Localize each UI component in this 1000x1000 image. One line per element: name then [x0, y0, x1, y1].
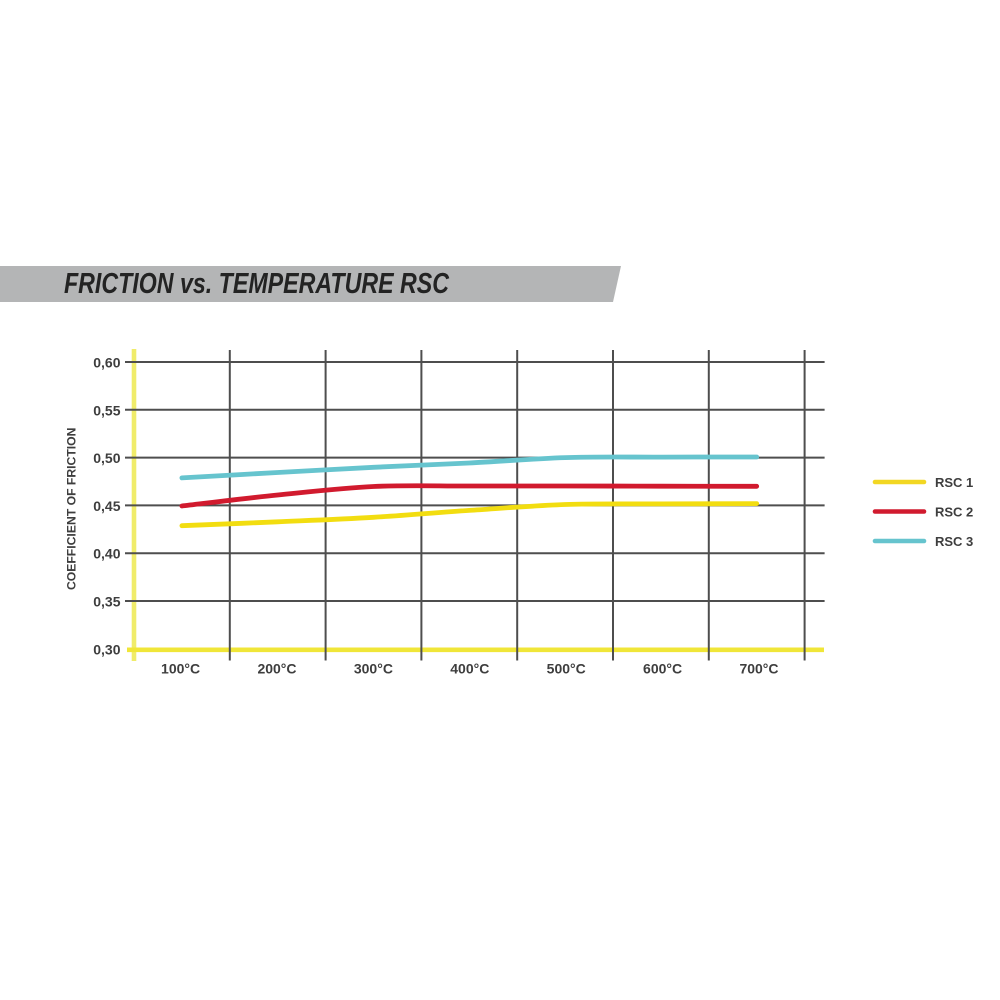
svg-text:RSC 2: RSC 2 [935, 504, 973, 519]
svg-text:700°C: 700°C [739, 661, 778, 677]
svg-text:100°C: 100°C [161, 661, 200, 677]
svg-text:0,45: 0,45 [93, 498, 120, 514]
svg-text:0,40: 0,40 [93, 546, 120, 562]
svg-text:200°C: 200°C [257, 661, 296, 677]
svg-text:RSC 1: RSC 1 [935, 475, 973, 490]
svg-text:RSC 3: RSC 3 [935, 534, 973, 549]
svg-text:0,50: 0,50 [93, 450, 120, 466]
svg-text:300°C: 300°C [354, 661, 393, 677]
svg-text:COEFFICIENT OF FRICTION: COEFFICIENT OF FRICTION [65, 428, 79, 591]
svg-text:0,35: 0,35 [93, 594, 120, 610]
svg-text:600°C: 600°C [643, 661, 682, 677]
svg-text:0,30: 0,30 [93, 641, 120, 657]
svg-text:0,60: 0,60 [93, 355, 120, 371]
svg-text:500°C: 500°C [547, 661, 586, 677]
svg-text:0,55: 0,55 [93, 402, 120, 418]
svg-text:400°C: 400°C [450, 661, 489, 677]
